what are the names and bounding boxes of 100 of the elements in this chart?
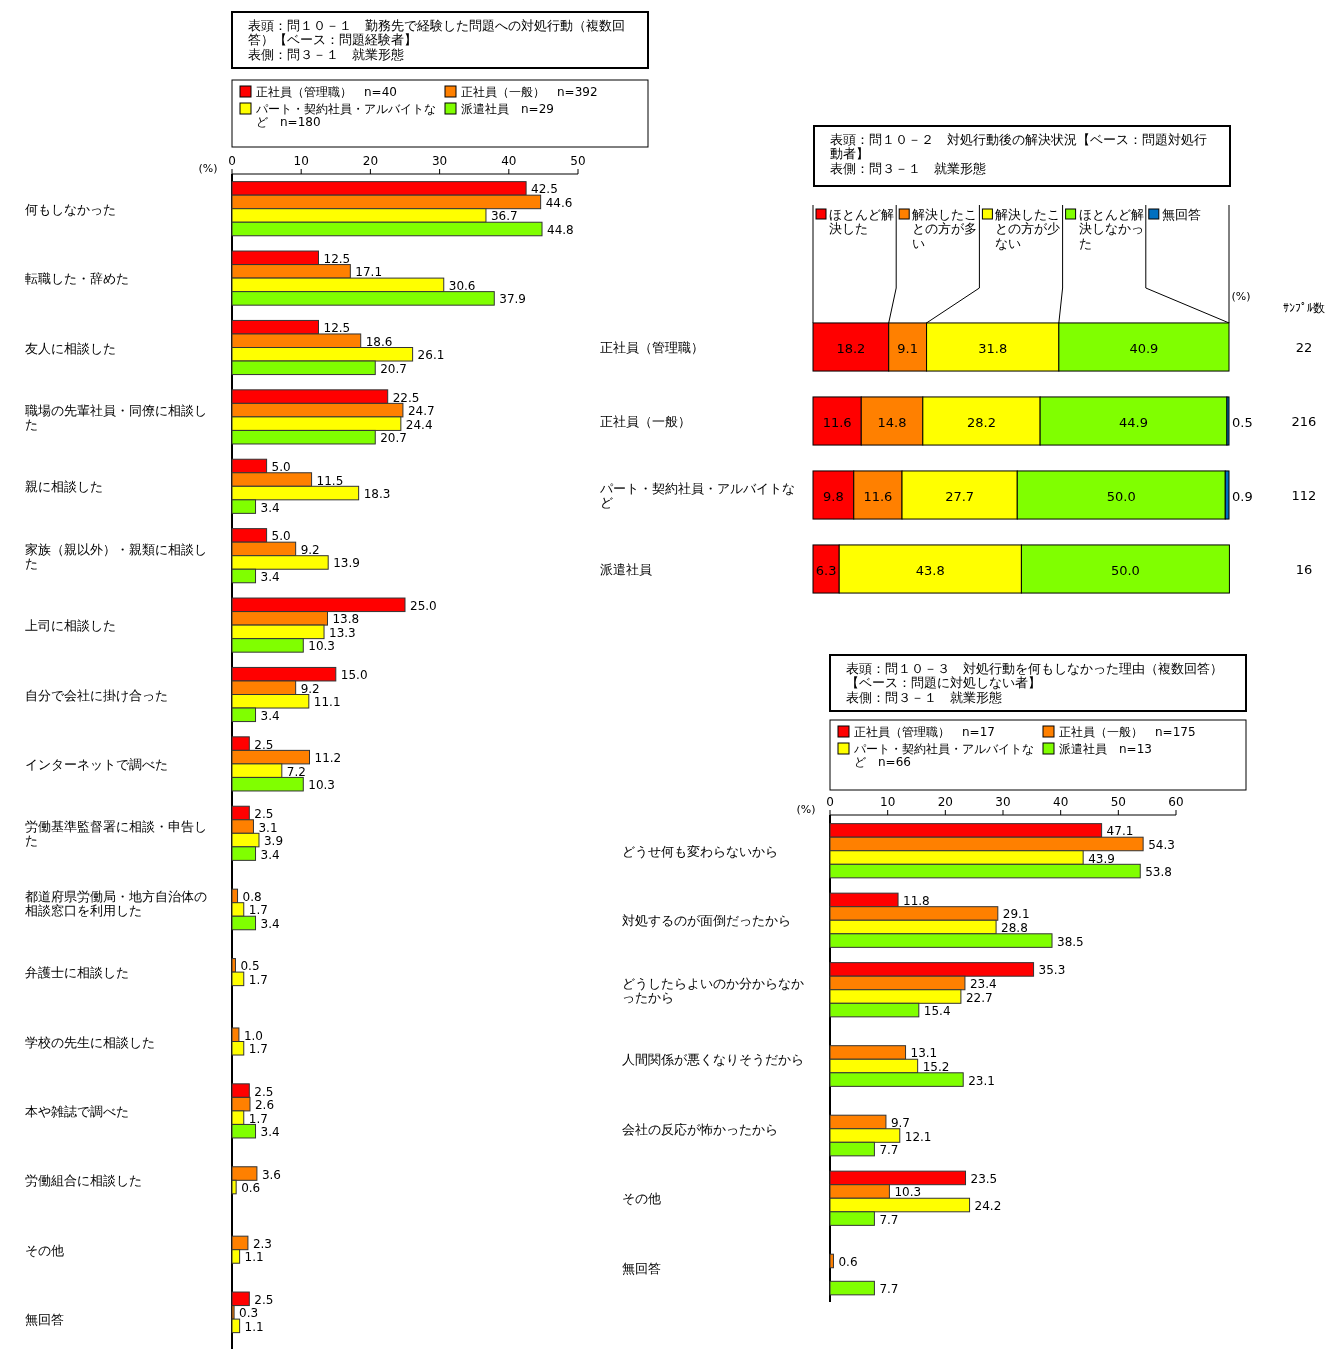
data-label: 0.5 <box>1232 414 1253 430</box>
y-tick-label: 職場の先輩社員・同僚に相談した <box>25 402 207 432</box>
text: 112 <box>1291 487 1317 503</box>
x-tick-label: 30 <box>431 154 448 168</box>
data-label: 1.1 <box>244 1319 264 1334</box>
data-label: 0.3 <box>239 1306 259 1321</box>
y-tick-label: その他 <box>25 1242 64 1258</box>
data-label: 24.7 <box>407 404 435 419</box>
data-label: 7.7 <box>879 1143 899 1158</box>
data-label: 54.3 <box>1148 837 1175 852</box>
y-tick-label: その他 <box>622 1190 661 1206</box>
data-label: 15.4 <box>923 1004 951 1019</box>
y-tick-label: 人間関係が悪くなりそうだから <box>622 1051 804 1067</box>
data-label: 14.8 <box>877 414 907 430</box>
data-label: 13.8 <box>332 612 360 627</box>
data-label: 3.6 <box>261 1167 282 1182</box>
legend-label: パート・契約社員・アルバイトなど n=180 <box>255 102 436 130</box>
data-label: 43.9 <box>1088 851 1115 866</box>
y-tick-label: インターネットで調べた <box>25 756 168 772</box>
y-tick-label: 家族（親以外）・親類に相談した <box>25 541 207 571</box>
x-tick-label: 20 <box>362 154 379 168</box>
data-label: 22.5 <box>392 390 420 405</box>
data-label: 43.8 <box>915 562 945 578</box>
data-label: 1.7 <box>248 1042 268 1057</box>
bar <box>829 1280 875 1296</box>
data-label: 30.6 <box>448 278 476 293</box>
x-tick-label: 50 <box>1110 795 1126 809</box>
y-tick-label: どうせ何も変わらないから <box>622 843 778 859</box>
data-label: 18.3 <box>363 487 391 502</box>
data-label: 50.0 <box>1110 562 1140 578</box>
chart-title: 表頭：問１０－２ 対処行動後の解決状況【ベース：問題対処行動者】 <box>830 131 1207 161</box>
data-label: 0.6 <box>838 1254 858 1269</box>
legend-label: 正社員（一般） n=175 <box>1059 725 1196 739</box>
x-axis-title: (%) <box>198 161 218 175</box>
y-tick-label: 都道府県労働局・地方自治体の相談窓口を利用した <box>25 888 207 918</box>
bar <box>829 1253 834 1269</box>
chart-title: 表頭：問１０－３ 対処行動を何もしなかった理由（複数回答）【ベース：問題に対処しない者】 <box>846 660 1223 690</box>
data-label: 2.6 <box>254 1098 275 1113</box>
text: 216 <box>1291 413 1317 429</box>
data-label: 42.5 <box>531 182 558 197</box>
data-label: 12.1 <box>904 1129 932 1144</box>
data-label: 44.6 <box>545 195 573 210</box>
data-label: 27.7 <box>945 488 975 504</box>
y-tick-label: 転職した・辞めた <box>25 270 129 286</box>
data-label: 29.1 <box>1002 907 1030 922</box>
data-label: 11.8 <box>903 893 930 908</box>
chart-subtitle: 表側：問３－１ 就業形態 <box>830 160 986 176</box>
data-label: 38.5 <box>1057 934 1084 949</box>
data-label: 9.2 <box>300 681 320 696</box>
data-label: 47.1 <box>1106 824 1134 839</box>
data-label: 15.0 <box>340 668 368 683</box>
data-label: 15.2 <box>922 1060 950 1075</box>
data-label: 13.3 <box>329 625 356 640</box>
chart-subtitle: 表側：問３－１ 就業形態 <box>846 689 1002 705</box>
data-label: 0.6 <box>241 1181 261 1196</box>
data-label: 37.9 <box>499 292 526 307</box>
x-tick-label: 60 <box>1168 795 1184 809</box>
data-label: 9.7 <box>890 1115 911 1130</box>
data-label: 3.4 <box>260 500 280 515</box>
data-label: 44.8 <box>547 223 574 237</box>
data-label: 31.8 <box>978 340 1008 356</box>
data-label: 17.1 <box>355 265 383 280</box>
data-label: 2.5 <box>254 1084 274 1099</box>
x-tick-label: 0 <box>826 795 834 809</box>
legend-label: 正社員（管理職） n=40 <box>256 85 397 99</box>
data-label: 3.1 <box>258 820 278 835</box>
data-label: 3.4 <box>260 1125 280 1140</box>
data-label: 10.3 <box>308 639 335 654</box>
data-label: 11.1 <box>313 695 341 710</box>
data-label: 9.8 <box>823 488 844 504</box>
data-label: 10.3 <box>308 778 335 793</box>
legend-label: パート・契約社員・アルバイトなど n=66 <box>853 742 1034 770</box>
data-label: 28.8 <box>1001 921 1028 936</box>
data-label: 11.2 <box>314 751 342 766</box>
y-tick-label: パート・契約社員・アルバイトなど <box>599 480 795 510</box>
x-tick-label: 50 <box>570 154 586 168</box>
x-axis-title: (%) <box>796 802 816 816</box>
data-label: 23.1 <box>968 1073 995 1088</box>
data-label: 7.7 <box>879 1212 899 1227</box>
legend-label: 無回答 <box>1161 206 1201 222</box>
y-tick-label: どうしたらよいのか分からなかったから <box>622 975 804 1005</box>
y-tick-label: 派遣社員 <box>600 561 652 577</box>
data-label: 36.7 <box>490 209 518 224</box>
data-label: 2.5 <box>254 737 274 752</box>
data-label: 3.4 <box>260 917 280 931</box>
data-label: 13.1 <box>910 1046 938 1061</box>
data-label: 2.5 <box>254 807 274 821</box>
x-tick-label: 30 <box>995 795 1011 809</box>
data-label: 10.3 <box>894 1185 922 1200</box>
data-label: 44.9 <box>1119 414 1148 430</box>
y-tick-label: 正社員（一般） <box>600 413 691 429</box>
x-tick-label: 0 <box>228 154 236 168</box>
legend-label: ほとんど解決しなかった <box>1078 206 1144 251</box>
y-tick-label: 友人に相談した <box>25 340 116 355</box>
data-label: 1.1 <box>244 1250 264 1265</box>
y-tick-label: 学校の先生に相談した <box>25 1034 155 1049</box>
chart-title: 表頭：問１０－１ 勤務先で経験した問題への対処行動（複数回答）【ベース：問題経験者】 <box>248 17 625 47</box>
y2-axis-title: ｻﾝﾌﾟﾙ数 <box>1283 301 1325 315</box>
data-label: 1.7 <box>248 903 268 918</box>
data-label: 9.2 <box>300 542 320 557</box>
